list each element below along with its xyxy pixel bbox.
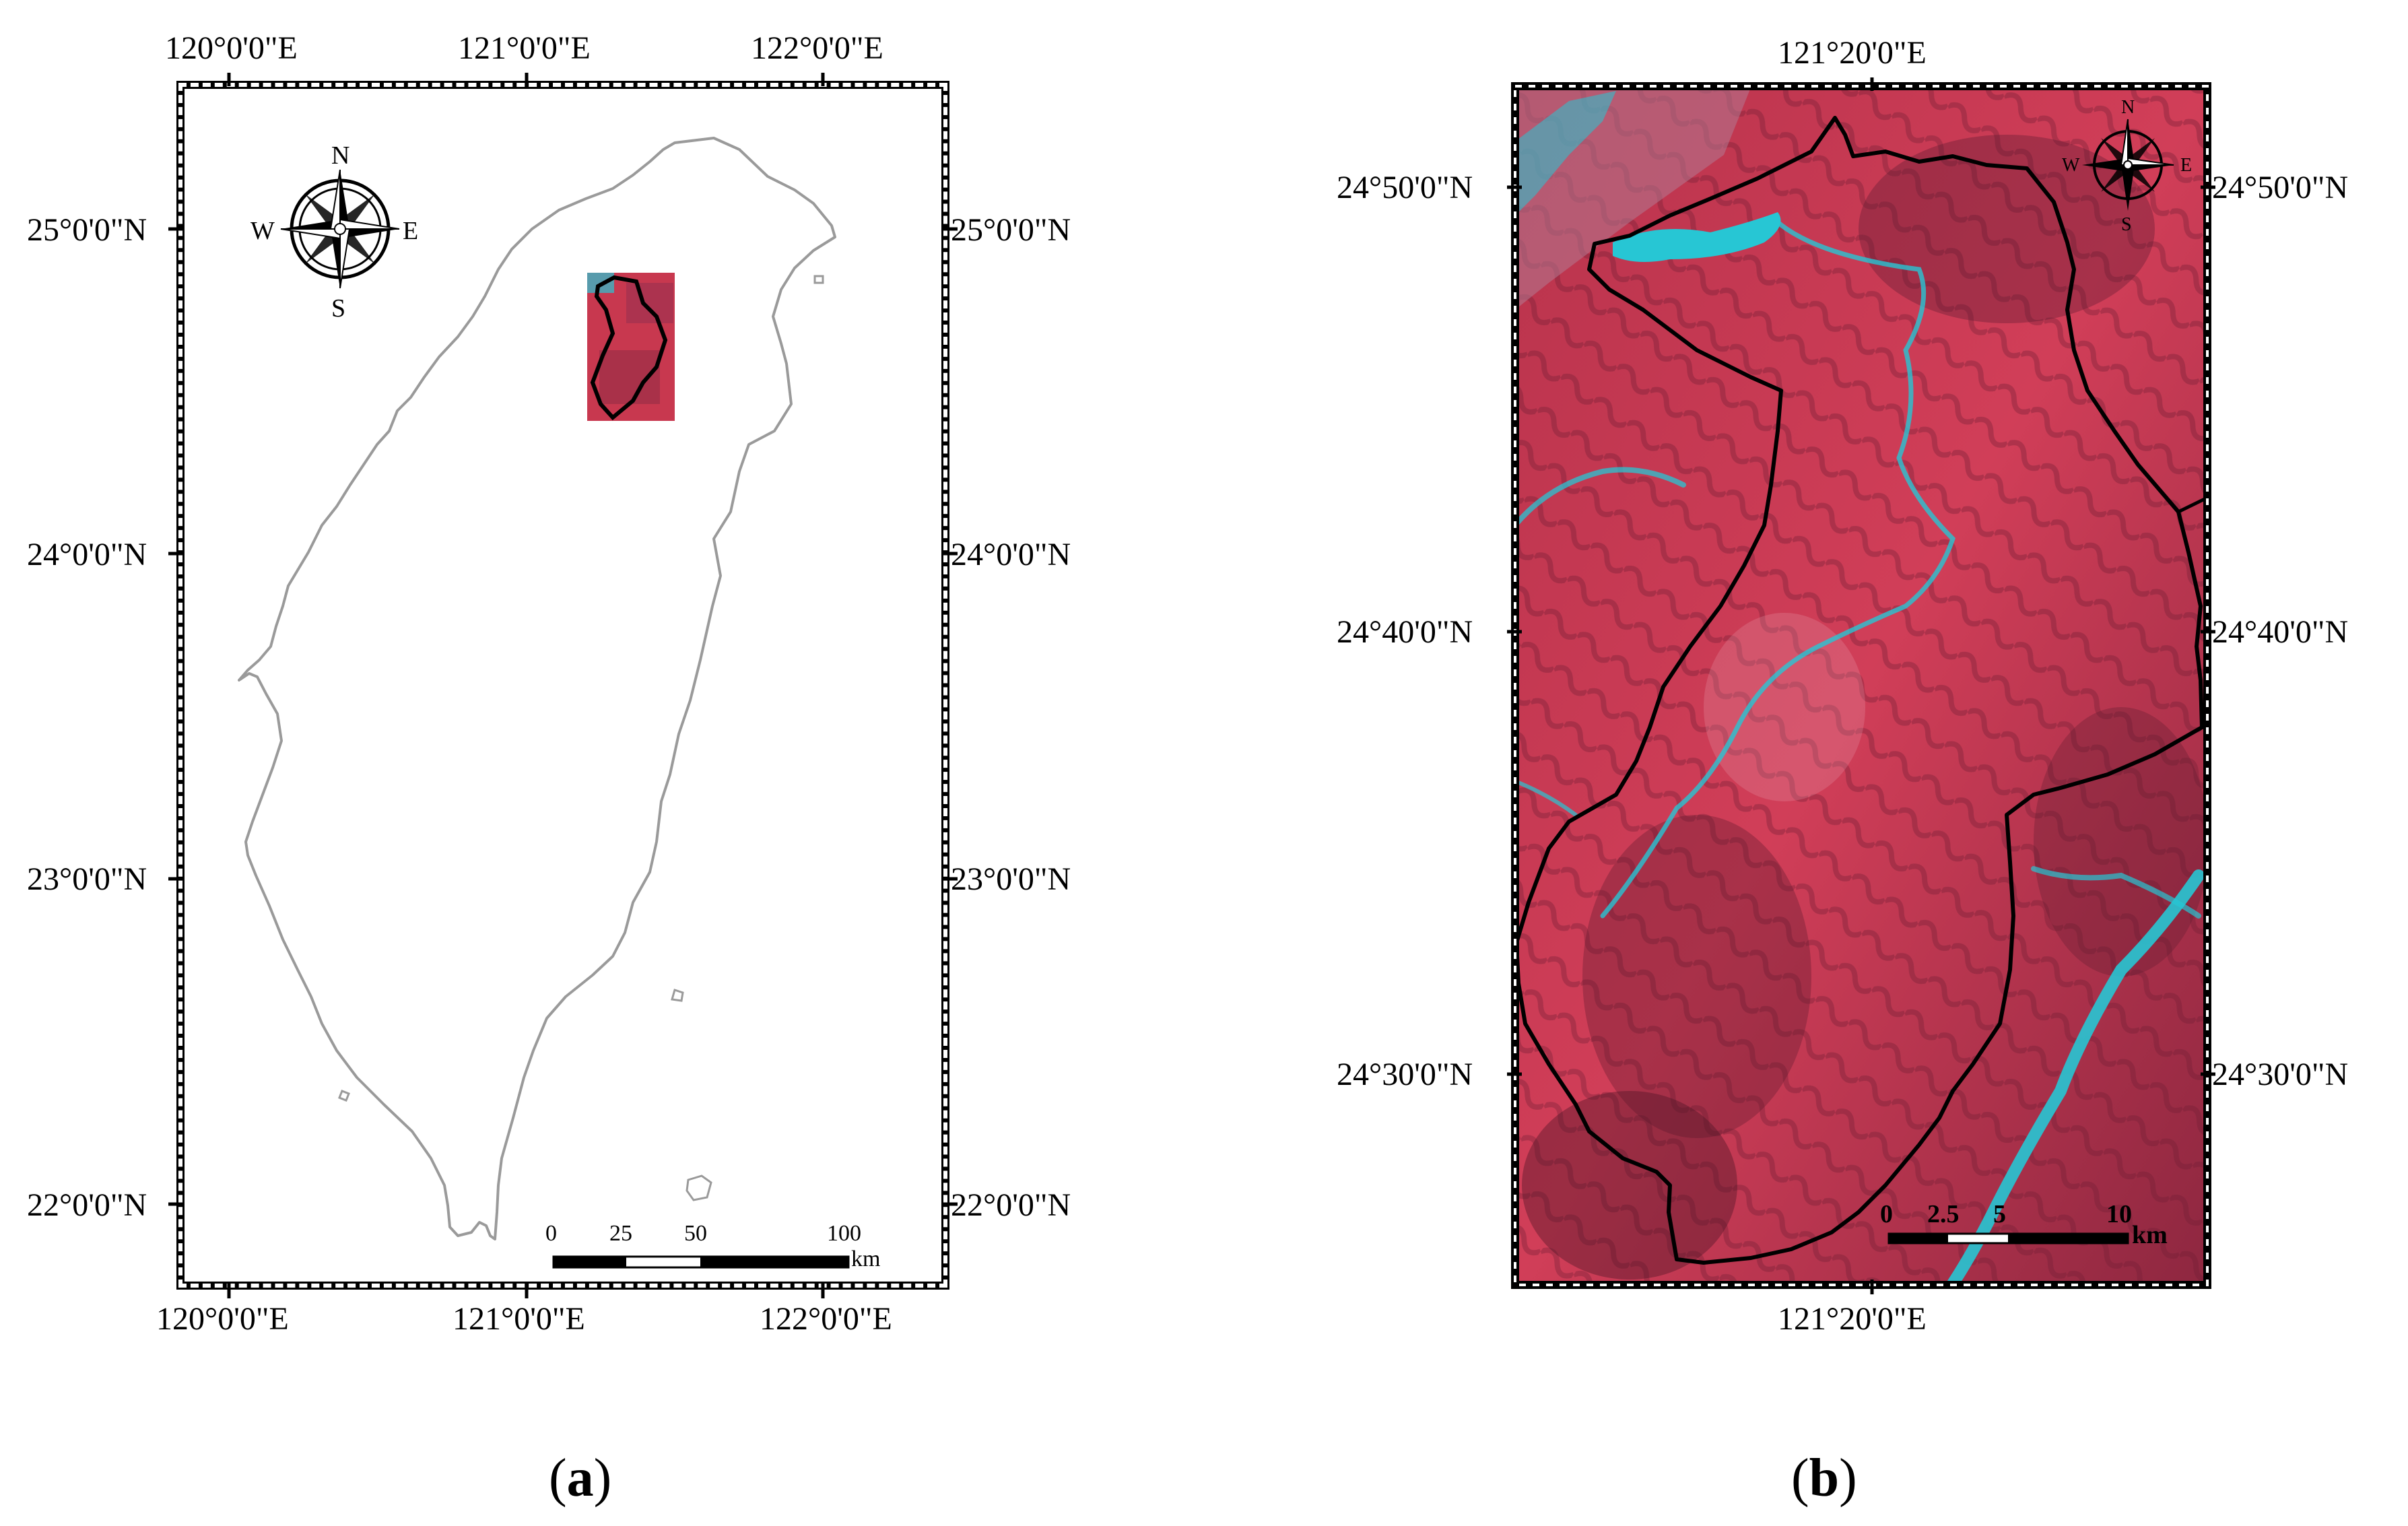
map-b-caption-letter: b: [1809, 1449, 1840, 1508]
map-b-satellite-imagery: [1514, 88, 2206, 1284]
island-orchid: [685, 1174, 712, 1201]
map-a-left-lat-label-24: 24°0'0"N: [27, 537, 147, 572]
map-a-scale-tick-100: 100: [827, 1221, 861, 1246]
map-b-scale-tick-5: 5: [1993, 1200, 2006, 1228]
map-a-caption-letter: a: [566, 1449, 594, 1508]
map-a-right-lat-label-24: 24°0'0"N: [951, 537, 1071, 572]
map-b-compass-n: N: [2121, 97, 2135, 118]
map-a-compass-w: W: [250, 217, 275, 245]
map-a-right-lat-label-22: 22°0'0"N: [951, 1187, 1071, 1223]
map-a-bottom-lon-label-120: 120°0'0"E: [156, 1301, 289, 1337]
map-b-scale-tick-10: 10: [2106, 1200, 2132, 1228]
map-b-scale-unit: km: [2132, 1221, 2168, 1249]
map-a-compass-rose-icon: [280, 169, 400, 289]
rivers: [1514, 220, 2205, 1284]
map-b-right-lat-label-2440: 24°40'0"N: [2212, 614, 2349, 650]
map-a-scale-tick-0: 0: [545, 1221, 557, 1246]
map-a-top-lon-label-122: 122°0'0"E: [751, 30, 883, 66]
map-a-frame-ticks: [168, 73, 958, 1298]
map-b-compass-w: W: [2062, 155, 2080, 176]
map-a-left-lat-label-22: 22°0'0"N: [27, 1187, 147, 1223]
map-b-left-lat-label-2450: 24°50'0"N: [1337, 170, 1473, 205]
map-a-study-area-inset: [587, 273, 675, 421]
map-a-scale-bar: 0 25 50 100 km: [545, 1221, 880, 1271]
map-b-top-lon-label: 121°20'0"E: [1778, 35, 1927, 71]
map-a-compass-n: N: [331, 141, 349, 170]
map-a-compass-s: S: [331, 294, 345, 323]
map-a-bottom-lon-label-122: 122°0'0"E: [760, 1301, 892, 1337]
map-b-right-lat-label-2430: 24°30'0"N: [2212, 1057, 2349, 1092]
map-a-compass-e: E: [403, 217, 418, 245]
map-b-caption: (b): [1791, 1449, 1857, 1508]
map-b-compass-e: E: [2180, 155, 2192, 176]
map-a-bottom-lon-label-121: 121°0'0"E: [453, 1301, 585, 1337]
map-b-scale-tick-2-5: 2.5: [1927, 1200, 1960, 1228]
taiwan-coastline: [238, 137, 836, 1240]
map-b-compass-s: S: [2121, 214, 2132, 235]
map-b-left-lat-label-2430: 24°30'0"N: [1337, 1057, 1473, 1092]
map-a-top-lon-label-121: 121°0'0"E: [458, 30, 591, 66]
map-a-right-lat-label-23: 23°0'0"N: [951, 861, 1071, 897]
map-a-scale-unit: km: [851, 1247, 880, 1271]
map-b-bottom-lon-label: 121°20'0"E: [1778, 1301, 1927, 1337]
map-b-frame-ticks: [1507, 77, 2215, 1294]
map-b-compass-rose-icon: [2082, 119, 2174, 211]
map-b-right-lat-label-2450: 24°50'0"N: [2212, 170, 2349, 205]
island-west: [338, 1090, 350, 1102]
map-b-left-lat-label-2440: 24°40'0"N: [1337, 614, 1473, 650]
map-b-scale-tick-0: 0: [1880, 1200, 1893, 1228]
map-a-caption: (a): [549, 1449, 612, 1508]
reservoir: [1613, 212, 1781, 262]
map-a-left-lat-label-23: 23°0'0"N: [27, 861, 147, 897]
map-a-scale-tick-50: 50: [684, 1221, 707, 1246]
map-a-scale-tick-25: 25: [609, 1221, 632, 1246]
watershed-boundary: [1514, 116, 2204, 1265]
map-b-scale-bar: 0 2.5 5 10 km: [1880, 1200, 2168, 1249]
island-north: [813, 275, 824, 284]
island-east: [671, 989, 684, 1002]
map-a-left-lat-label-25: 25°0'0"N: [27, 212, 147, 248]
map-a-right-lat-label-25: 25°0'0"N: [951, 212, 1071, 248]
map-a-top-lon-label-120: 120°0'0"E: [165, 30, 298, 66]
map-a-frame: [176, 81, 949, 1290]
